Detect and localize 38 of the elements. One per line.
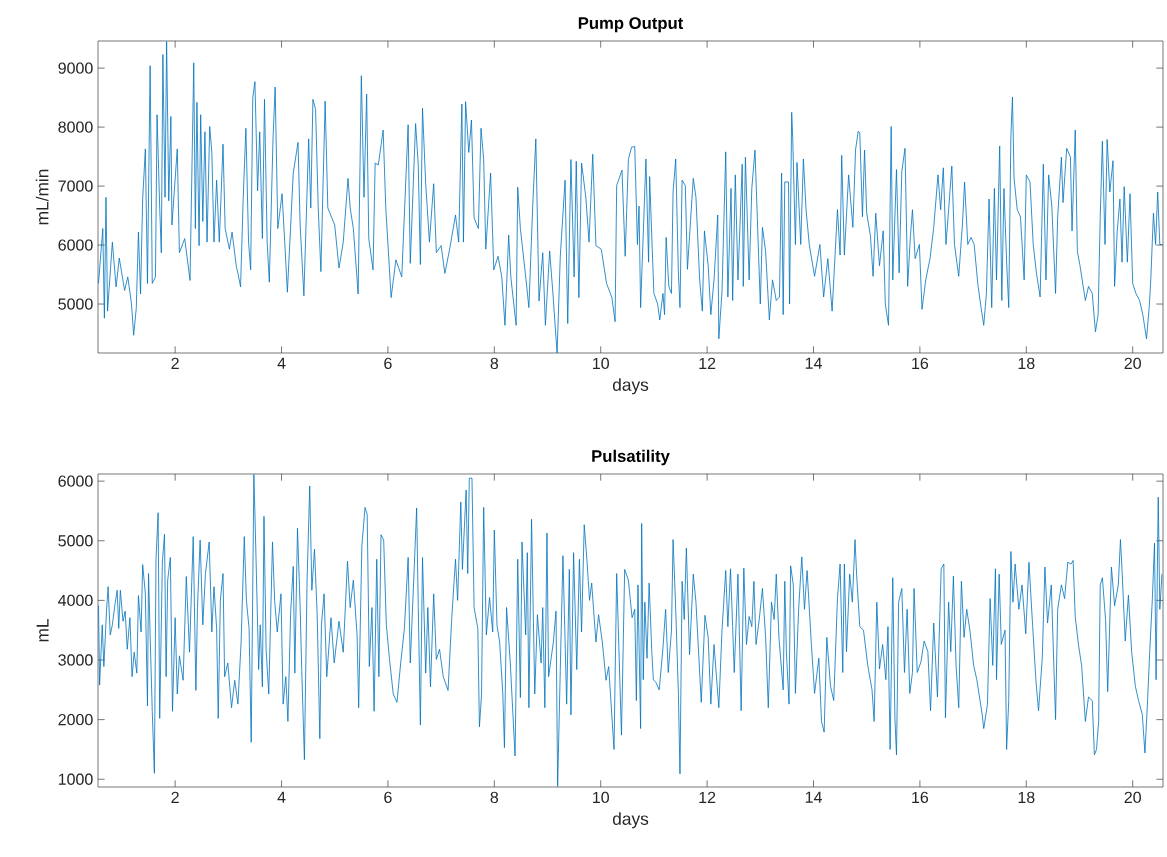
x-tick-label: 6 xyxy=(384,791,392,804)
x-tick-label: 20 xyxy=(1124,791,1141,804)
x-tick-label: 2 xyxy=(171,791,179,803)
x-tick-label: 14 xyxy=(805,791,822,803)
x-axis-title: days xyxy=(612,378,649,395)
x-tick-label: 14 xyxy=(805,357,822,369)
x-tick-label: 4 xyxy=(277,791,286,803)
x-tick-label: 16 xyxy=(912,791,929,804)
chart-title: Pulsatility xyxy=(592,449,670,466)
chart-title: Pump Output xyxy=(578,17,684,33)
y-tick-label: 3000 xyxy=(58,654,93,666)
y-tick-label: 1000 xyxy=(58,773,93,785)
y-tick-label: 5000 xyxy=(58,535,93,547)
x-tick-label: 20 xyxy=(1124,357,1141,370)
x-tick-label: 2 xyxy=(171,357,179,369)
x-tick-label: 8 xyxy=(490,357,499,370)
y-tick-label: 4000 xyxy=(58,594,93,607)
x-tick-label: 18 xyxy=(1018,791,1035,804)
x-tick-label: 16 xyxy=(912,357,929,370)
y-tick-label: 8000 xyxy=(58,121,93,133)
y-tick-label: 7000 xyxy=(58,180,93,192)
x-tick-label: 12 xyxy=(699,791,716,803)
y-tick-label: 2000 xyxy=(58,713,93,726)
y-tick-label: 6000 xyxy=(58,239,93,251)
x-tick-label: 12 xyxy=(699,357,716,369)
line-series xyxy=(98,41,1163,353)
x-tick-label: 6 xyxy=(384,357,392,370)
x-axis-title: days xyxy=(612,812,649,829)
y-axis-title: mL xyxy=(36,619,49,642)
y-tick-label: 5000 xyxy=(58,298,93,310)
y-tick-label: 9000 xyxy=(58,62,93,74)
x-tick-label: 4 xyxy=(277,357,286,369)
x-tick-label: 10 xyxy=(593,357,609,370)
y-tick-label: 6000 xyxy=(58,475,93,487)
x-tick-label: 18 xyxy=(1018,357,1035,370)
x-tick-label: 8 xyxy=(490,791,499,804)
x-tick-label: 10 xyxy=(593,791,609,804)
y-axis-title: mL/min xyxy=(35,169,49,225)
